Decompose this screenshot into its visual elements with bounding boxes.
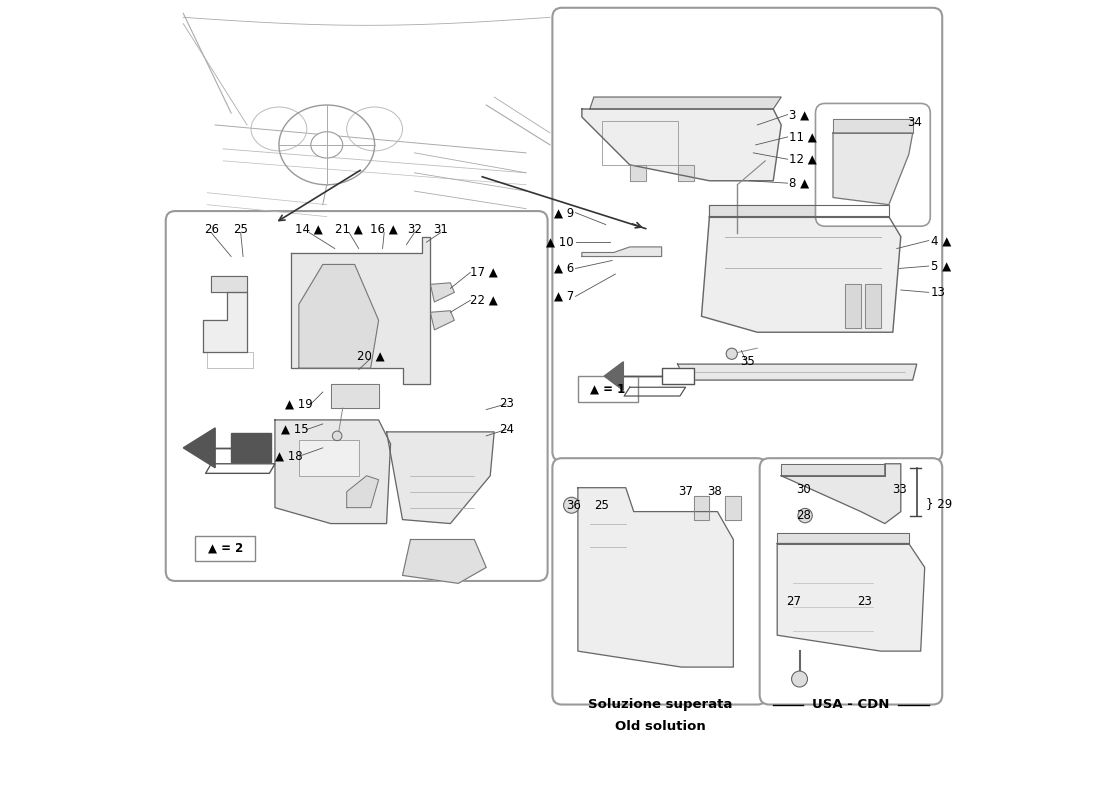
Text: 4 ▲: 4 ▲ bbox=[931, 234, 952, 247]
Bar bbox=[299, 440, 359, 476]
Polygon shape bbox=[604, 362, 624, 390]
Text: 30: 30 bbox=[796, 482, 811, 496]
Text: ▲ 10: ▲ 10 bbox=[547, 236, 574, 249]
Polygon shape bbox=[211, 277, 248, 292]
Text: 34: 34 bbox=[906, 116, 922, 129]
Polygon shape bbox=[702, 217, 901, 332]
Polygon shape bbox=[778, 533, 909, 543]
Text: Soluzione superata: Soluzione superata bbox=[587, 698, 733, 711]
Polygon shape bbox=[629, 165, 646, 181]
Text: 38: 38 bbox=[707, 485, 722, 498]
Polygon shape bbox=[386, 432, 494, 523]
Bar bbox=[602, 121, 678, 165]
Polygon shape bbox=[833, 118, 913, 133]
Polygon shape bbox=[781, 464, 884, 476]
FancyBboxPatch shape bbox=[552, 458, 767, 705]
Bar bbox=[195, 535, 255, 561]
Polygon shape bbox=[582, 109, 781, 181]
Circle shape bbox=[792, 671, 807, 687]
Text: 20 ▲: 20 ▲ bbox=[356, 350, 384, 362]
Text: 25: 25 bbox=[594, 498, 609, 512]
Bar bbox=[578, 376, 638, 402]
Polygon shape bbox=[346, 476, 378, 508]
Polygon shape bbox=[725, 496, 741, 519]
Polygon shape bbox=[693, 496, 710, 519]
Text: 36: 36 bbox=[566, 498, 582, 512]
Polygon shape bbox=[678, 165, 693, 181]
Text: 32: 32 bbox=[407, 223, 422, 236]
Polygon shape bbox=[430, 283, 454, 302]
Text: 25: 25 bbox=[233, 223, 249, 236]
Text: 8 ▲: 8 ▲ bbox=[789, 177, 810, 190]
Polygon shape bbox=[184, 428, 216, 468]
Text: 11 ▲: 11 ▲ bbox=[789, 130, 817, 143]
FancyBboxPatch shape bbox=[552, 8, 943, 462]
Text: 37: 37 bbox=[678, 485, 693, 498]
Text: 13: 13 bbox=[931, 286, 946, 299]
Circle shape bbox=[332, 431, 342, 441]
Polygon shape bbox=[578, 488, 734, 667]
Polygon shape bbox=[430, 310, 454, 330]
Text: 23: 23 bbox=[499, 398, 514, 410]
Text: 33: 33 bbox=[892, 482, 906, 496]
Polygon shape bbox=[590, 97, 781, 109]
Text: eurospares: eurospares bbox=[226, 386, 396, 414]
Polygon shape bbox=[833, 133, 913, 205]
Text: ▲ 15: ▲ 15 bbox=[282, 423, 309, 436]
Text: Old solution: Old solution bbox=[615, 720, 705, 734]
Text: 5 ▲: 5 ▲ bbox=[931, 259, 952, 273]
FancyBboxPatch shape bbox=[815, 103, 931, 226]
Text: ▲ 18: ▲ 18 bbox=[275, 450, 304, 462]
Text: 14 ▲: 14 ▲ bbox=[296, 223, 323, 236]
Circle shape bbox=[798, 509, 812, 522]
Polygon shape bbox=[167, 14, 550, 213]
Polygon shape bbox=[299, 265, 378, 368]
Polygon shape bbox=[582, 247, 661, 257]
FancyBboxPatch shape bbox=[760, 458, 943, 705]
Text: ▲ 19: ▲ 19 bbox=[285, 398, 312, 410]
Text: 24: 24 bbox=[499, 423, 514, 436]
Text: 28: 28 bbox=[796, 509, 811, 522]
Polygon shape bbox=[678, 364, 916, 380]
Text: ▲ = 1: ▲ = 1 bbox=[591, 382, 626, 395]
Polygon shape bbox=[778, 543, 925, 651]
Text: eurospares: eurospares bbox=[616, 210, 786, 239]
FancyBboxPatch shape bbox=[166, 211, 548, 581]
Polygon shape bbox=[275, 420, 390, 523]
Polygon shape bbox=[204, 292, 248, 352]
Text: 17 ▲: 17 ▲ bbox=[471, 266, 498, 279]
Polygon shape bbox=[781, 464, 901, 523]
Polygon shape bbox=[191, 434, 271, 462]
Polygon shape bbox=[845, 285, 861, 328]
Polygon shape bbox=[710, 205, 889, 217]
Text: 27: 27 bbox=[785, 595, 801, 608]
Text: 3 ▲: 3 ▲ bbox=[789, 108, 810, 121]
Polygon shape bbox=[331, 384, 378, 408]
Text: ▲ 9: ▲ 9 bbox=[553, 206, 574, 219]
Text: 26: 26 bbox=[204, 223, 219, 236]
Polygon shape bbox=[206, 464, 275, 474]
Text: 16 ▲: 16 ▲ bbox=[371, 223, 398, 236]
Polygon shape bbox=[614, 368, 693, 384]
Text: ▲ 6: ▲ 6 bbox=[553, 262, 574, 275]
Polygon shape bbox=[403, 539, 486, 583]
Polygon shape bbox=[290, 237, 430, 384]
Text: 22 ▲: 22 ▲ bbox=[471, 294, 498, 307]
Text: 35: 35 bbox=[740, 355, 755, 368]
Text: 31: 31 bbox=[433, 223, 448, 236]
Ellipse shape bbox=[311, 132, 343, 158]
Text: ▲ 7: ▲ 7 bbox=[553, 290, 574, 303]
Bar bbox=[207, 352, 253, 368]
Text: } 29: } 29 bbox=[926, 497, 953, 510]
Text: 23: 23 bbox=[858, 595, 872, 608]
Text: USA - CDN: USA - CDN bbox=[812, 698, 889, 711]
Circle shape bbox=[563, 498, 580, 514]
Text: 12 ▲: 12 ▲ bbox=[789, 153, 817, 166]
Text: 21 ▲: 21 ▲ bbox=[336, 223, 363, 236]
Circle shape bbox=[726, 348, 737, 359]
Polygon shape bbox=[624, 387, 685, 396]
Text: ▲ = 2: ▲ = 2 bbox=[208, 542, 243, 554]
Polygon shape bbox=[865, 285, 881, 328]
